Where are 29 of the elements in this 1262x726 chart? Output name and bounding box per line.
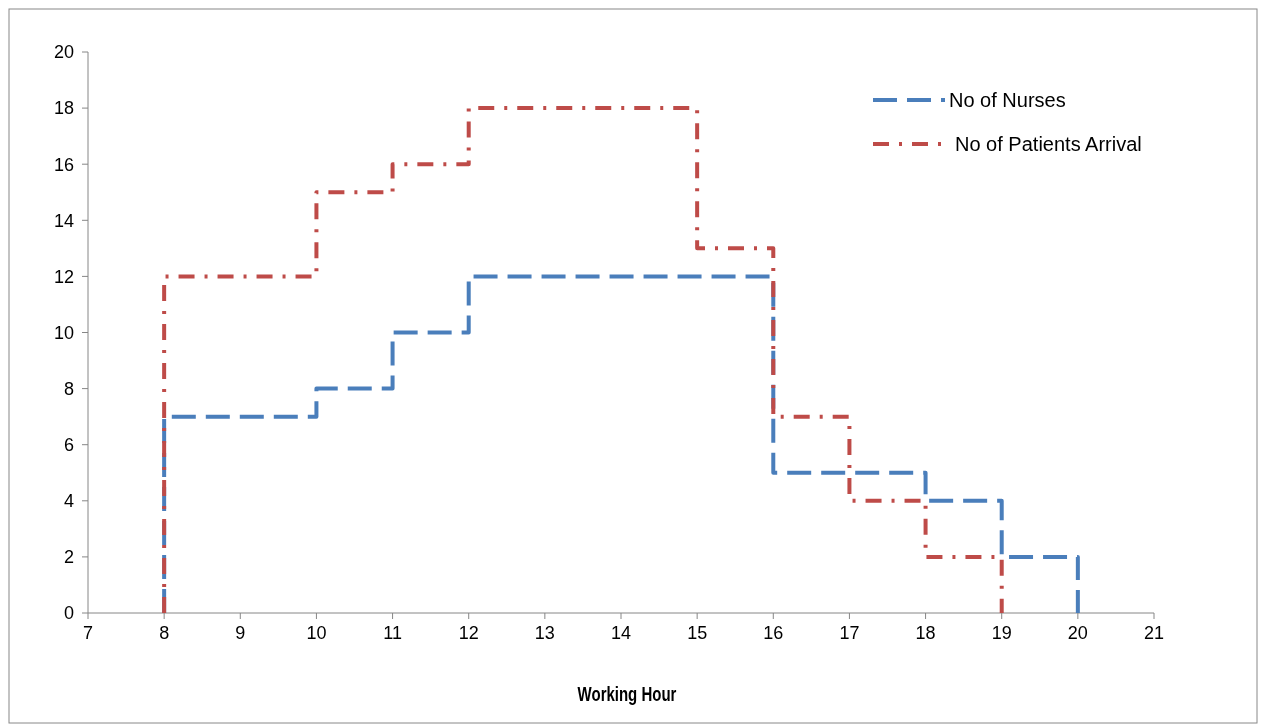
x-tick-label: 11 (383, 623, 402, 643)
y-tick-label: 8 (63, 378, 74, 399)
x-tick-label: 8 (159, 623, 170, 643)
y-tick-label: 2 (63, 547, 74, 568)
x-tick-label: 18 (915, 623, 936, 643)
y-tick-label: 14 (53, 210, 74, 231)
x-tick-label: 15 (687, 623, 708, 643)
x-tick-label: 10 (306, 623, 327, 643)
x-tick-label: 13 (534, 623, 555, 643)
y-tick-label: 18 (53, 98, 74, 119)
x-tick-label: 17 (839, 623, 860, 643)
legend-label: No of Patients Arrival (955, 133, 1142, 155)
y-tick-label: 0 (63, 603, 74, 624)
x-tick-label: 19 (991, 623, 1012, 643)
x-tick-label: 20 (1067, 623, 1088, 643)
x-tick-label: 21 (1143, 623, 1165, 643)
y-tick-label: 4 (63, 491, 74, 512)
y-tick-label: 16 (53, 154, 74, 175)
y-tick-label: 12 (53, 266, 74, 287)
y-tick-label: 10 (53, 322, 74, 343)
y-tick-label: 20 (53, 42, 74, 63)
x-tick-label: 16 (763, 623, 784, 643)
x-tick-label: 7 (82, 623, 94, 643)
x-tick-label: 9 (235, 623, 246, 643)
y-tick-label: 6 (63, 435, 74, 455)
x-axis-title: Working Hour (577, 682, 677, 706)
x-tick-label: 12 (458, 623, 479, 643)
legend-label: No of Nurses (949, 89, 1066, 111)
x-tick-label: 14 (610, 623, 632, 643)
